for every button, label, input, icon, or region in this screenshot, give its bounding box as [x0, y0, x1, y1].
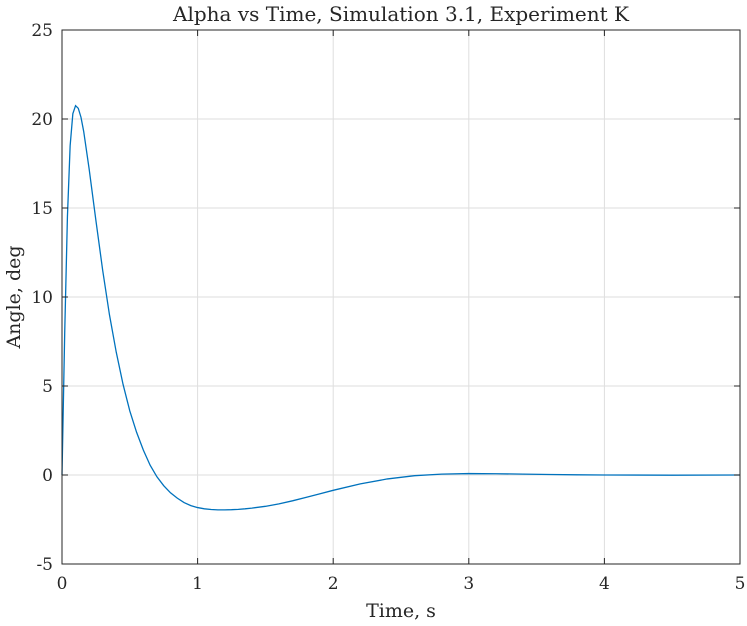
x-tick-label: 2 [328, 574, 339, 594]
y-tick-label: 5 [42, 377, 53, 397]
x-axis-label: Time, s [366, 600, 436, 622]
chart-title: Alpha vs Time, Simulation 3.1, Experimen… [172, 2, 630, 26]
y-tick-label: 25 [31, 21, 53, 41]
x-tick-label: 3 [463, 574, 474, 594]
y-tick-label: -5 [36, 555, 53, 575]
series-layer [61, 104, 741, 511]
y-tick-label: 10 [31, 288, 53, 308]
y-axis-label: Angle, deg [3, 245, 25, 349]
series-line [61, 104, 741, 511]
x-tick-label: 0 [57, 574, 68, 594]
x-tick-label: 5 [735, 574, 746, 594]
y-tick-label: 20 [31, 110, 53, 130]
x-tick-label: 4 [599, 574, 610, 594]
x-tick-label: 1 [192, 574, 203, 594]
y-tick-label: 15 [31, 199, 53, 219]
y-tick-label: 0 [42, 466, 53, 486]
